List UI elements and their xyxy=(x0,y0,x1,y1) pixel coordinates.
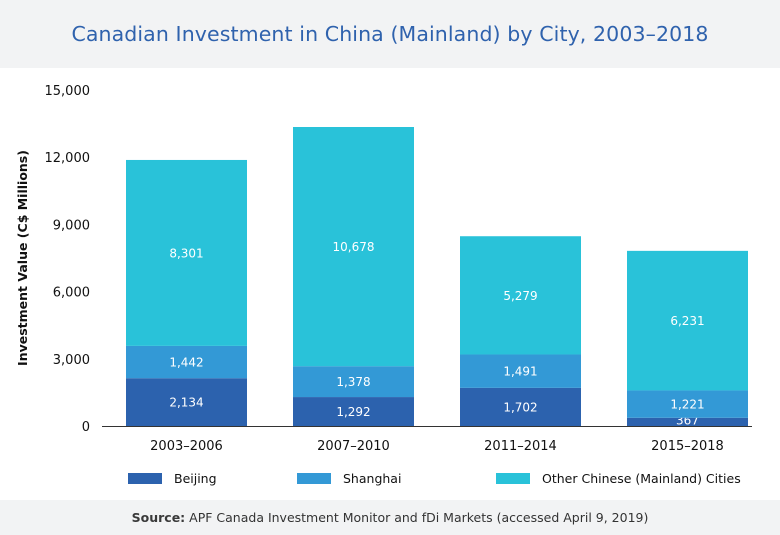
legend-swatch-shanghai xyxy=(297,473,331,484)
chart-footer: Source: APF Canada Investment Monitor an… xyxy=(0,500,780,535)
data-label: 1,378 xyxy=(336,375,370,389)
legend: Beijing Shanghai Other Chinese (Mainland) … xyxy=(128,471,741,486)
legend-label: Other Chinese (Mainland) Cities xyxy=(542,471,741,486)
bar-segment-shanghai-1 xyxy=(126,345,247,379)
y-tick-label: 12,000 xyxy=(45,151,91,166)
data-label: 2,134 xyxy=(169,396,203,410)
x-tick-label: 2003–2006 xyxy=(150,439,223,454)
x-tick-label: 2015–2018 xyxy=(651,439,724,454)
bar-segment-shanghai-2 xyxy=(293,366,414,398)
bar-segment-beijing-1 xyxy=(126,378,247,426)
y-tick-label: 0 xyxy=(82,420,90,435)
bar-segment-beijing-4 xyxy=(627,417,748,426)
source-note: Source: APF Canada Investment Monitor an… xyxy=(0,510,780,525)
data-label: 1,292 xyxy=(336,405,370,419)
bar-segment-other-3 xyxy=(460,236,581,355)
chart-title: Canadian Investment in China (Mainland) … xyxy=(71,22,709,46)
x-axis-ticks: 2003–2006 2007–2010 2011–2014 2015–2018 xyxy=(150,439,724,454)
legend-label: Beijing xyxy=(174,471,217,486)
y-tick-label: 15,000 xyxy=(45,84,91,99)
data-label: 8,301 xyxy=(169,246,203,260)
data-label: 5,279 xyxy=(503,289,537,303)
legend-label: Shanghai xyxy=(343,471,401,486)
legend-swatch-other xyxy=(496,473,530,484)
data-label: 10,678 xyxy=(333,240,375,254)
bar-segment-other-1 xyxy=(126,159,247,346)
bar-segment-shanghai-3 xyxy=(460,354,581,388)
bar-segment-other-2 xyxy=(293,127,414,367)
data-label: 1,702 xyxy=(503,400,537,414)
y-axis-title: Investment Value (C$ Millions) xyxy=(15,150,30,366)
legend-swatch-beijing xyxy=(128,473,162,484)
y-axis-title-group: Investment Value (C$ Millions) xyxy=(15,150,30,366)
bar-segment-other-4 xyxy=(627,250,748,391)
data-label: 1,442 xyxy=(169,356,203,370)
bars: 2,134 1,442 8,301 1,292 1,378 10,678 1,702 1,49… xyxy=(126,127,748,428)
data-label: 6,231 xyxy=(670,314,704,328)
bar-segment-beijing-3 xyxy=(460,387,581,426)
stacked-bar-chart: Investment Value (C$ Millions) 0 3,000 6,0… xyxy=(15,84,752,486)
y-axis-ticks: 0 3,000 6,000 9,000 12,000 15,000 xyxy=(45,84,91,435)
y-tick-label: 9,000 xyxy=(53,218,90,233)
bar-segment-shanghai-4 xyxy=(627,390,748,418)
chart-header: Canadian Investment in China (Mainland) … xyxy=(0,0,780,68)
data-label: 1,491 xyxy=(503,365,537,379)
data-label: 1,221 xyxy=(670,398,704,412)
x-tick-label: 2007–2010 xyxy=(317,439,390,454)
x-tick-label: 2011–2014 xyxy=(484,439,557,454)
y-tick-label: 6,000 xyxy=(53,286,90,301)
source-label: Source: xyxy=(131,510,186,525)
bar-segment-beijing-2 xyxy=(293,397,414,426)
y-tick-label: 3,000 xyxy=(53,353,90,368)
source-text: APF Canada Investment Monitor and fDi Ma… xyxy=(189,510,649,525)
